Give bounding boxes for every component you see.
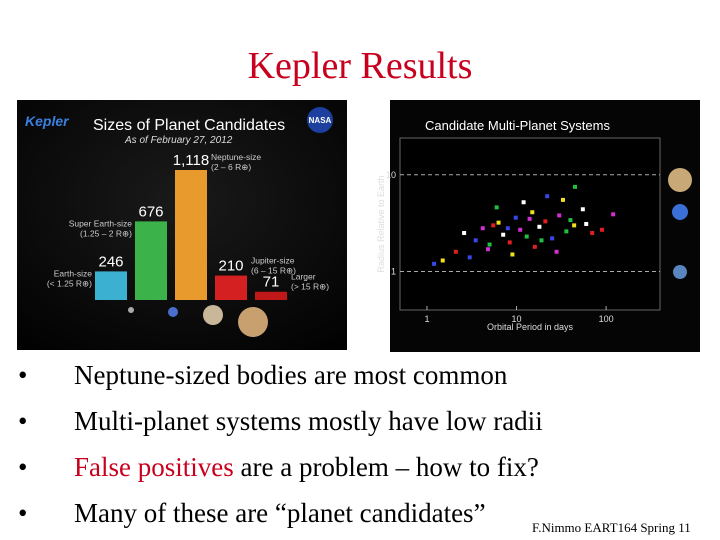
point [539, 238, 544, 243]
point [527, 216, 532, 221]
bar [215, 275, 247, 300]
bar [175, 170, 207, 300]
bullet-text: False positives [74, 452, 234, 482]
point [573, 184, 578, 189]
point [510, 252, 515, 257]
point [487, 242, 492, 247]
chart-subtitle: As of February 27, 2012 [124, 135, 233, 146]
point [432, 261, 437, 266]
point [505, 226, 510, 231]
point [572, 223, 577, 228]
y-tick-label: 10 [386, 170, 396, 180]
point [543, 219, 548, 224]
point [513, 215, 518, 220]
point [564, 229, 569, 234]
category-label: Super Earth-size [69, 218, 133, 228]
y-axis-label: Radius Relative to Earth [376, 175, 386, 272]
bullet-text: Many of these are “planet candidates” [74, 498, 486, 528]
x-axis-label: Orbital Period in days [487, 322, 574, 332]
category-range: (2 – 6 R⊕) [211, 162, 251, 172]
category-range: (> 15 R⊕) [291, 282, 329, 292]
bar [255, 291, 287, 300]
bullet: Many of these are “planet candidates” [18, 493, 543, 539]
point [480, 226, 485, 231]
category-label: Neptune-size [211, 152, 261, 162]
point [473, 238, 478, 243]
point [485, 247, 490, 252]
planet-icon [673, 265, 687, 279]
chart-title: Sizes of Planet Candidates [93, 117, 285, 134]
category-range: (6 – 15 R⊕) [251, 266, 296, 276]
point [532, 244, 537, 249]
value-label: 676 [138, 203, 163, 220]
planet-icon [128, 307, 134, 313]
chart-title: Candidate Multi-Planet Systems [425, 118, 610, 133]
category-label: Earth-size [54, 268, 93, 278]
bullet-list: Neptune-sized bodies are most common Mult… [18, 355, 543, 539]
x-tick-label: 100 [599, 314, 614, 324]
planet-icon [238, 307, 268, 337]
point [599, 227, 604, 232]
value-label: 210 [218, 258, 243, 275]
bullet: False positives are a problem – how to f… [18, 447, 543, 493]
value-label: 71 [263, 274, 280, 291]
point [521, 200, 526, 205]
agency: NASA [309, 116, 332, 125]
point [453, 249, 458, 254]
point [467, 255, 472, 260]
bullet: Neptune-sized bodies are most common [18, 355, 543, 401]
bullet-text: are a problem – how to fix? [233, 452, 539, 482]
point [550, 236, 555, 241]
planet-icon [203, 305, 223, 325]
point [580, 207, 585, 212]
point [518, 227, 523, 232]
point [590, 231, 595, 236]
point [462, 231, 467, 236]
point [557, 213, 562, 218]
point [584, 221, 589, 226]
point [537, 224, 542, 229]
point [545, 194, 550, 199]
point [501, 232, 506, 237]
planet-icon [672, 204, 688, 220]
point [611, 212, 616, 217]
value-label: 246 [98, 253, 123, 270]
point [568, 218, 573, 223]
planet-icon [168, 307, 178, 317]
x-tick-label: 1 [424, 314, 429, 324]
slide-title: Kepler Results [247, 45, 473, 87]
bullet-text: Neptune-sized bodies are most common [74, 360, 508, 390]
point [524, 234, 529, 239]
category-label: Jupiter-size [251, 256, 295, 266]
bar [95, 271, 127, 300]
point [560, 197, 565, 202]
x-tick-label: 10 [512, 314, 522, 324]
point [507, 240, 512, 245]
planet-icon [668, 168, 692, 192]
agency-badge [307, 107, 333, 133]
bullet-text: Multi-planet systems mostly have low rad… [74, 406, 543, 436]
plot-frame [399, 137, 661, 311]
multi-planet-chart: Candidate Multi-Planet Systems Orbital Pe… [376, 100, 700, 352]
logo: Kepler [25, 113, 70, 129]
category-label: Larger [291, 272, 316, 282]
y-tick-label: 1 [391, 267, 396, 277]
footer: F.Nimmo EART164 Spring 11 [532, 520, 691, 535]
point [494, 205, 499, 210]
category-range: (< 1.25 R⊕) [47, 278, 92, 288]
bullet: Multi-planet systems mostly have low rad… [18, 401, 543, 447]
point [530, 210, 535, 215]
bar [135, 221, 167, 300]
point [491, 223, 496, 228]
value-label: 1,118 [173, 152, 209, 169]
point [554, 249, 559, 254]
point [496, 220, 501, 225]
category-range: (1.25 – 2 R⊕) [80, 228, 132, 238]
point [440, 258, 445, 263]
